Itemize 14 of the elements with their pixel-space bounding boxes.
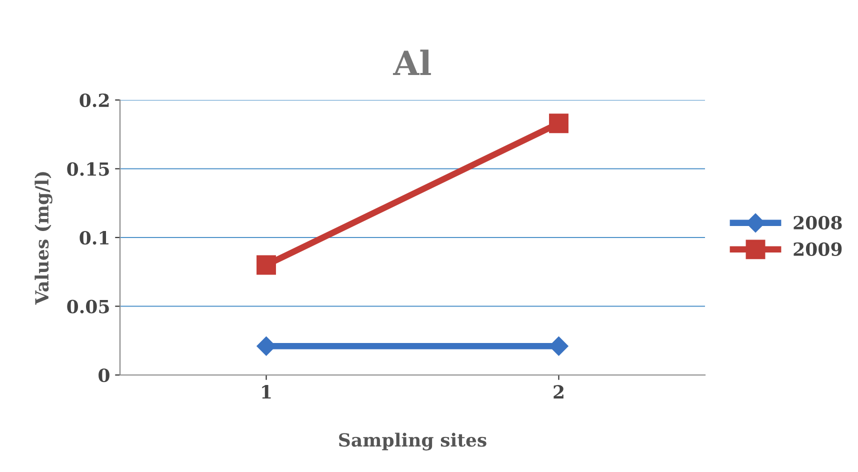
y-tick-label: 0.15 bbox=[67, 162, 109, 176]
chart-title: Al bbox=[392, 50, 431, 75]
x-tick-label: 1 bbox=[262, 385, 271, 398]
legend-label: 2009 bbox=[794, 242, 842, 256]
point bbox=[256, 255, 276, 275]
y-tick-label: 0.05 bbox=[67, 300, 109, 314]
legend-label: 2008 bbox=[794, 216, 842, 230]
y-tick-label: 0.2 bbox=[80, 93, 109, 108]
y-axis-title: Values (mg/l) bbox=[34, 172, 52, 305]
x-tick-label: 2 bbox=[554, 385, 564, 398]
y-tick-label: 0.1 bbox=[80, 230, 108, 245]
point bbox=[549, 114, 568, 134]
y-tick-label: 0 bbox=[98, 368, 110, 382]
x-axis-title: Sampling sites bbox=[339, 432, 486, 450]
